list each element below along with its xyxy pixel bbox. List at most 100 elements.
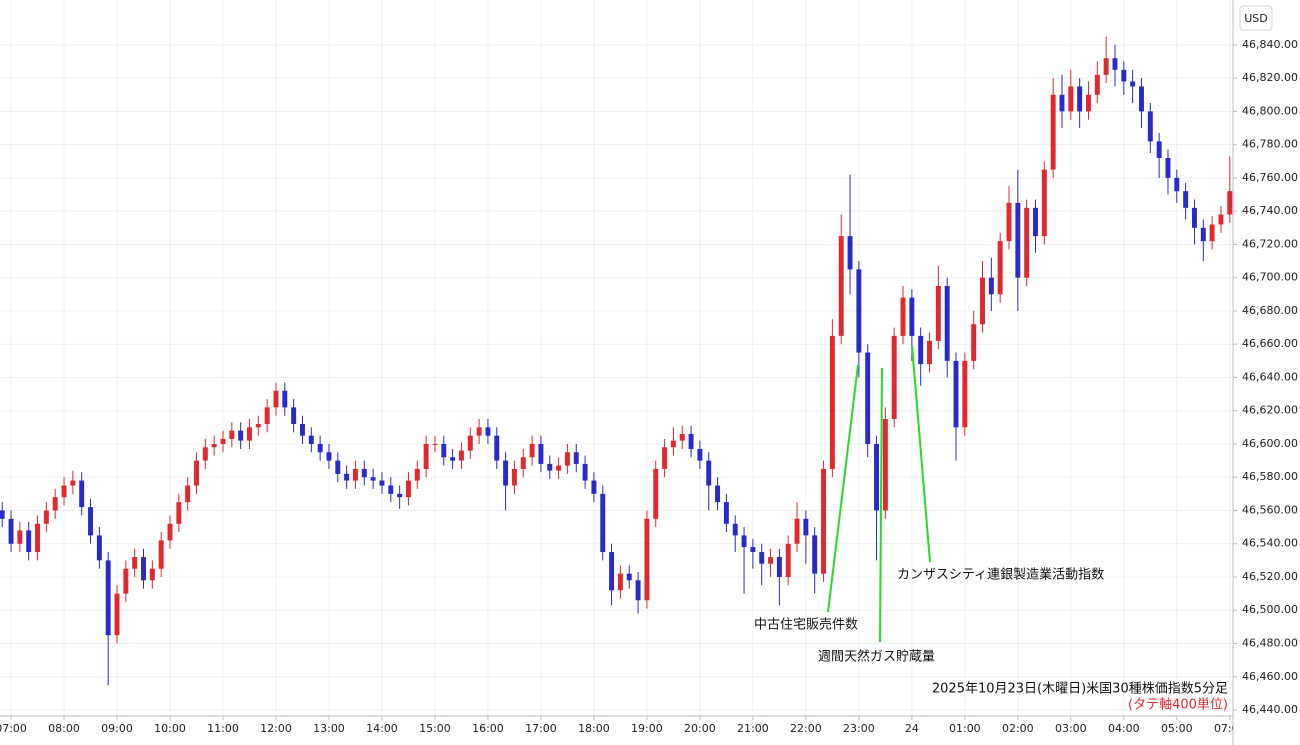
x-tick-label: 18:00 [578,722,610,735]
candle-body [865,352,871,444]
candle-body [662,447,668,469]
x-tick-label: 01:00 [949,722,981,735]
candle-body [573,452,579,464]
candle-body [344,473,350,481]
candle-body [980,277,985,325]
candle-body [1130,81,1136,87]
candle-body [96,535,102,561]
candle-body [388,485,394,494]
candle-body [1059,94,1065,112]
candle-body [167,523,173,541]
candle-body [379,480,385,486]
x-tick-label: 07:00 [1214,722,1246,735]
candle-body [1006,202,1012,242]
currency-box [1239,5,1273,31]
x-tick-label: 23:00 [843,722,875,735]
x-tick-label: 21:00 [737,722,769,735]
candle-body [467,435,473,451]
x-tick-label: 02:00 [1002,722,1034,735]
x-tick-label: 20:00 [684,722,716,735]
annotation: 週間天然ガス貯蔵量 [818,649,935,665]
candle-body [132,557,138,569]
candle-body [1015,202,1021,278]
candle-body [600,493,606,553]
candle-body [520,457,526,469]
candle-body [882,419,888,511]
y-tick-label: 46,600.00 [1242,437,1298,450]
candle-body [556,465,562,471]
candle-body [511,468,517,486]
time-axis: 07:00 08:00 09:00 10:00 11:00 12:00 13:00 14:00… [0,716,1246,735]
candle-body [891,335,897,420]
candle-body [1077,86,1083,112]
candle-body [238,430,244,441]
candle-body [1209,224,1215,242]
candle-body [803,518,809,536]
candle-body [1041,169,1047,237]
candle-body [1024,207,1030,278]
candle-body [149,568,155,581]
annotation-leader [827,364,859,613]
candle-body [370,477,376,481]
annotation: カンザスシティ連銀製造業活動指数 [897,567,1104,583]
candle-body [432,443,438,445]
y-tick-label: 46,580.00 [1242,470,1298,483]
candles [0,36,1233,686]
candle-body [361,468,367,478]
candle-body [458,450,464,461]
candle-body [1139,86,1144,112]
y-tick-label: 46,540.00 [1242,537,1298,550]
candle-body [397,493,403,498]
x-tick-label: 14:00 [366,722,398,735]
candle-body [1200,227,1206,242]
candle-body [1147,111,1153,142]
y-tick-label: 46,460.00 [1242,670,1298,683]
y-tick-label: 46,660.00 [1242,337,1298,350]
candle-body [105,560,111,636]
candle-body [750,547,756,553]
candle-body [1103,58,1109,75]
candle-body [935,286,941,341]
y-tick-label: 46,780.00 [1242,138,1298,151]
candle-body [476,427,482,436]
x-tick-label: 07:00 [0,722,27,735]
candle-body [114,593,120,636]
candle-body [962,360,968,428]
candle-body [35,523,41,553]
candle-body [644,518,650,601]
candle-body [732,523,738,536]
candle-body [70,480,76,486]
candle-body [1086,94,1091,112]
x-tick-label: 03:00 [1055,722,1087,735]
candle-body [609,552,615,591]
candle-body [282,390,288,408]
candle-body [211,443,217,448]
y-tick-label: 46,440.00 [1242,703,1298,716]
candle-body [635,580,641,601]
candle-body [176,502,182,524]
grid [0,0,1233,716]
candle-body [971,324,977,361]
candle-body [829,335,835,469]
candle-body [255,424,261,428]
candle-body [617,573,623,591]
candle-body [900,297,906,336]
candle-body [927,340,932,365]
x-tick-label: 09:00 [101,722,133,735]
y-tick-label: 46,560.00 [1242,503,1298,516]
x-tick-label: 05:00 [1161,722,1193,735]
candle-body [414,468,420,481]
candle-body [220,438,226,444]
candle-body [317,443,323,453]
caption-note: (タテ軸400単位) [1128,697,1228,713]
candle-body [43,510,49,524]
candle-body [1068,86,1074,112]
x-tick-label: 10:00 [154,722,186,735]
candle-body [582,463,588,481]
x-tick-label: 17:00 [525,722,557,735]
candle-body [1191,207,1197,228]
x-tick-label: 08:00 [48,722,80,735]
y-tick-label: 46,520.00 [1242,570,1298,583]
candle-body [918,335,924,365]
candle-body [52,497,58,511]
